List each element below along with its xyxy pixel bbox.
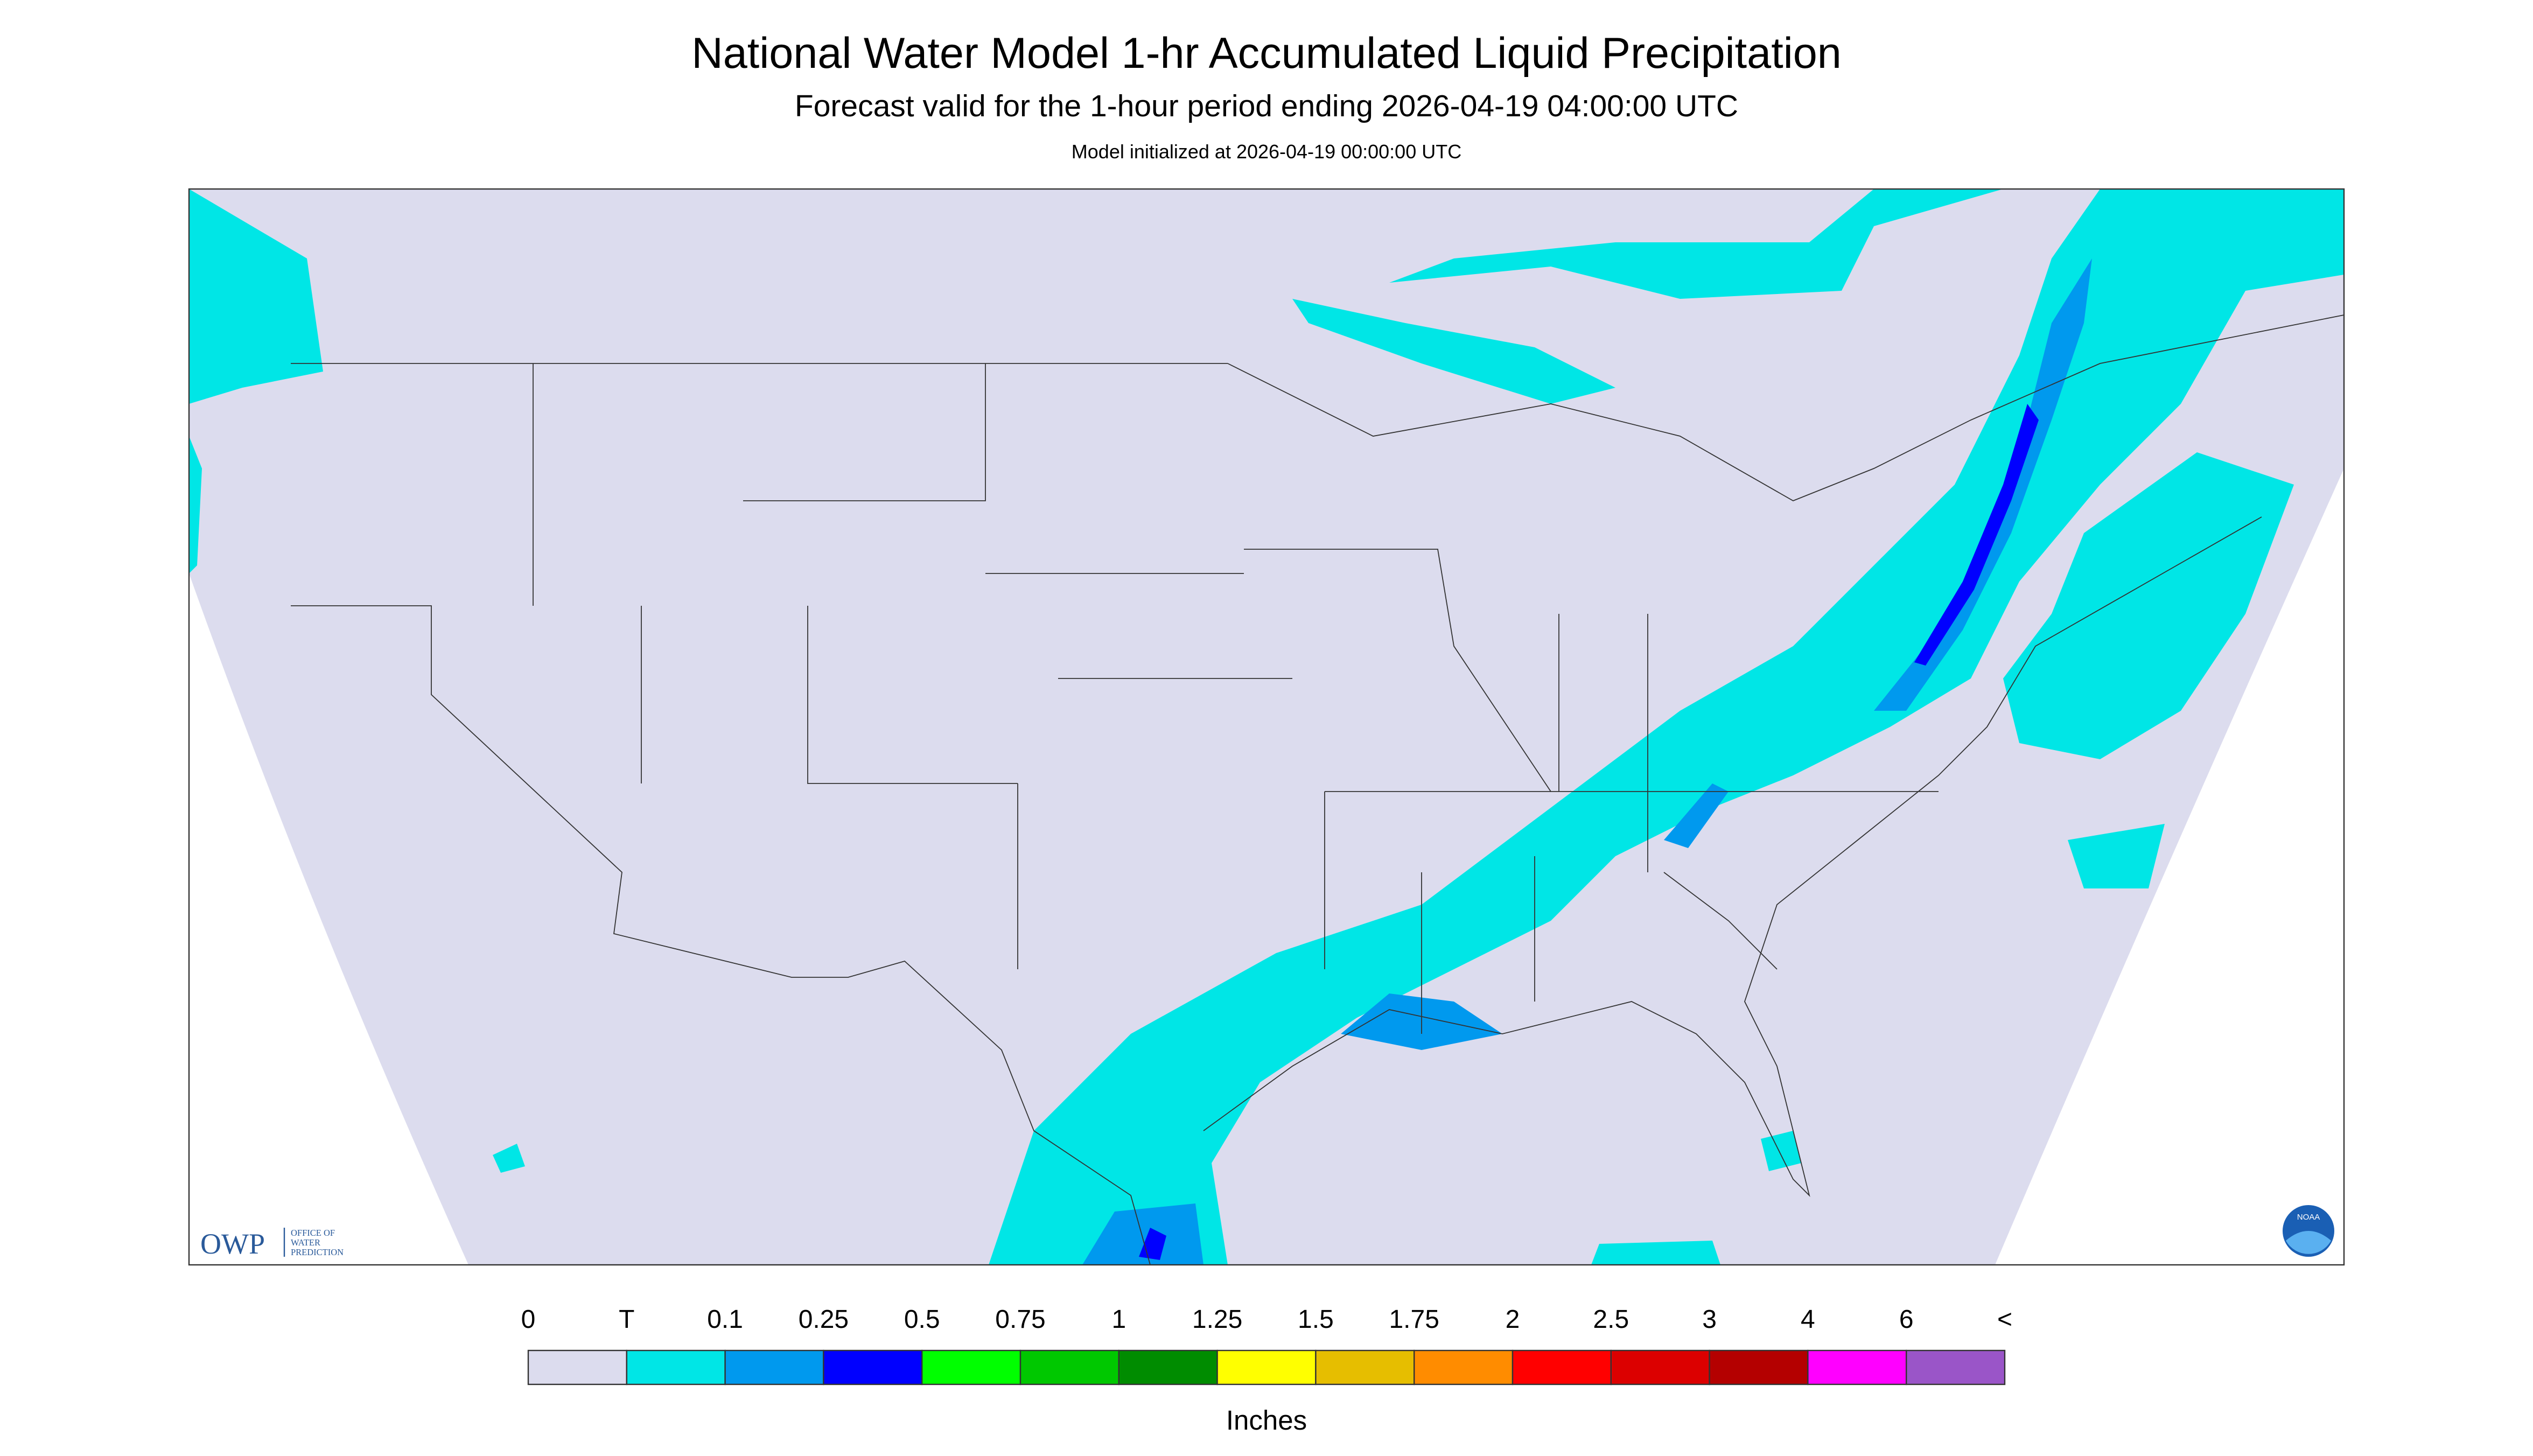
legend-label: 3	[1702, 1305, 1717, 1334]
legend-label: 0	[521, 1305, 536, 1334]
legend-swatch	[1315, 1349, 1415, 1385]
legend-swatch	[527, 1349, 628, 1385]
legend-label: 1.5	[1298, 1305, 1334, 1334]
legend-swatch	[823, 1349, 923, 1385]
legend-label: 0.75	[995, 1305, 1045, 1334]
legend-label: 1.75	[1389, 1305, 1439, 1334]
colorbar-legend: 0 T 0.1 0.25 0.5 0.75 1 1.25 1.5 1.75 2 2.5 3 4 6 <	[521, 1305, 2012, 1385]
legend-label: 4	[1801, 1305, 1815, 1334]
legend-swatch	[1019, 1349, 1120, 1385]
precip-light	[189, 189, 2344, 1265]
legend-label: 6	[1899, 1305, 1914, 1334]
legend-swatch	[1905, 1349, 2006, 1385]
legend-swatch	[1709, 1349, 1809, 1385]
legend-label: 2.5	[1593, 1305, 1629, 1334]
legend-label: 1	[1111, 1305, 1126, 1334]
legend-swatch	[1512, 1349, 1612, 1385]
owp-subtext: PREDICTION	[291, 1247, 344, 1257]
map: OWP OFFICE OF WATER PREDICTION NOAA	[188, 188, 2345, 1266]
legend-unit: Inches	[1226, 1405, 1307, 1436]
subtitle: Forecast valid for the 1-hour period end…	[795, 89, 1738, 123]
owp-subtext: WATER	[291, 1237, 320, 1248]
legend-swatch	[1216, 1349, 1317, 1385]
title: National Water Model 1-hr Accumulated Li…	[691, 29, 1842, 78]
model-domain	[189, 189, 2344, 1265]
legend-label: 0.25	[799, 1305, 849, 1334]
legend-swatch	[1610, 1349, 1710, 1385]
precip-heavy	[1139, 404, 2039, 1261]
boundaries	[291, 314, 2345, 1265]
legend-label: 2	[1506, 1305, 1520, 1334]
legend-label: 0.1	[707, 1305, 743, 1334]
owp-subtext: OFFICE OF	[291, 1228, 335, 1238]
init-note: Model initialized at 2026-04-19 00:00:00…	[1072, 141, 1461, 163]
legend-label: 0.5	[904, 1305, 940, 1334]
owp-text: OWP	[200, 1228, 265, 1260]
owp-logo: OWP OFFICE OF WATER PREDICTION	[200, 1228, 344, 1260]
legend-swatch	[1414, 1349, 1514, 1385]
map-frame	[188, 188, 2345, 1266]
legend-label: T	[619, 1305, 634, 1334]
legend-swatch	[1118, 1349, 1218, 1385]
legend-swatch	[921, 1349, 1021, 1385]
legend-swatch	[724, 1349, 824, 1385]
legend-swatch	[626, 1349, 726, 1385]
legend-swatch	[1807, 1349, 1907, 1385]
legend-label: <	[1997, 1305, 2012, 1334]
noaa-text: NOAA	[2297, 1213, 2320, 1222]
legend-label: 1.25	[1192, 1305, 1242, 1334]
noaa-logo: NOAA	[2283, 1205, 2334, 1257]
